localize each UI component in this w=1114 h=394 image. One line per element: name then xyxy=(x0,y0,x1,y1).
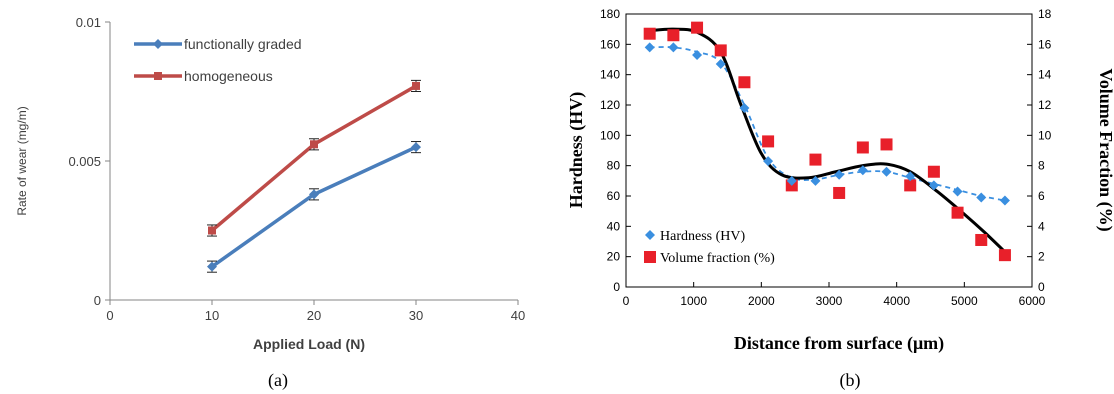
y-tick-label: 20 xyxy=(607,250,621,264)
y2-axis-title: Volume Fraction (%) xyxy=(1095,68,1114,231)
volume-data-point xyxy=(762,135,775,148)
y-axis-title: Hardness (HV) xyxy=(566,92,587,209)
volume-data-point xyxy=(714,44,727,57)
x-axis-title: Distance from surface (μm) xyxy=(734,333,944,354)
volume-data-point xyxy=(667,29,680,42)
x-tick-label: 10 xyxy=(205,308,219,323)
hardness-plot-area: 0 1000 2000 3000 4000 5000 6000020406080100120… xyxy=(566,7,1114,354)
y-tick-label: 0.01 xyxy=(76,15,101,30)
volume-data-point xyxy=(738,76,751,89)
wear-rate-chart: 0 10 20 30 40 0 0.005 0.01 Applied Load (N) Rate … xyxy=(15,15,525,391)
hardness-data-point xyxy=(644,42,655,53)
wear-plot-area: 0 10 20 30 40 0 0.005 0.01 Applied Load (N) Rate … xyxy=(15,15,525,352)
y-tick-label: 80 xyxy=(607,159,621,173)
x-axis-title: Applied Load (N) xyxy=(253,336,365,352)
x-tick-label: 0 xyxy=(623,294,630,308)
hardness-data-point xyxy=(692,49,703,60)
hardness-data-point xyxy=(668,42,679,53)
x-tick-label: 2000 xyxy=(748,294,775,308)
y-tick-label: 100 xyxy=(600,128,620,142)
y-tick-label: 60 xyxy=(607,189,621,203)
x-tick-label: 0 xyxy=(106,308,113,323)
volume-data-point xyxy=(951,206,964,219)
data-point xyxy=(207,261,217,272)
y-tick-label: 120 xyxy=(600,98,620,112)
data-point xyxy=(208,226,216,235)
legend-label-volume: Volume fraction (%) xyxy=(660,251,775,266)
legend-label-hardness: Hardness (HV) xyxy=(660,229,745,244)
legend-marker xyxy=(153,39,163,49)
y-tick-label: 140 xyxy=(600,68,620,82)
hardness-data-point xyxy=(763,156,774,167)
legend-label-1: functionally graded xyxy=(184,36,302,52)
hardness-data-point xyxy=(976,192,987,203)
volume-data-point xyxy=(975,233,988,246)
y2-tick-label: 4 xyxy=(1038,219,1045,233)
x-tick-label: 1000 xyxy=(680,294,707,308)
hardness-data-point xyxy=(999,195,1010,206)
y-axis-title: Rate of wear (mg/m) xyxy=(15,106,29,215)
hardness-volume-chart: 0 1000 2000 3000 4000 5000 6000020406080100120… xyxy=(566,7,1114,391)
y2-tick-label: 10 xyxy=(1038,128,1052,142)
x-tick-label: 4000 xyxy=(883,294,910,308)
y2-tick-label: 16 xyxy=(1038,37,1052,51)
y2-tick-label: 0 xyxy=(1038,280,1045,294)
panel-label-a: (a) xyxy=(268,370,288,391)
hardness-data-point xyxy=(857,165,868,176)
panel-label-b: (b) xyxy=(840,370,861,391)
x-tick-label: 3000 xyxy=(816,294,843,308)
y2-tick-label: 12 xyxy=(1038,98,1052,112)
data-point xyxy=(310,140,318,149)
legend-marker-volume xyxy=(644,251,656,263)
legend-marker-hardness xyxy=(645,230,655,240)
hardness-data-point xyxy=(739,103,750,114)
data-point xyxy=(411,142,421,153)
y-tick-label: 0.005 xyxy=(68,154,101,169)
volume-data-point xyxy=(998,249,1011,262)
volume-data-point xyxy=(833,186,846,199)
y-tick-label: 40 xyxy=(607,219,621,233)
volume-data-point xyxy=(927,165,940,178)
volume-trendline xyxy=(649,27,1010,257)
volume-data-point xyxy=(880,138,893,151)
data-point xyxy=(412,81,420,90)
hardness-data-point xyxy=(952,186,963,197)
y2-tick-label: 8 xyxy=(1038,159,1045,173)
hardness-data-point xyxy=(928,180,939,191)
legend-label-2: homogeneous xyxy=(184,68,273,84)
y2-tick-label: 18 xyxy=(1038,7,1052,21)
hardness-data-point xyxy=(786,175,797,186)
plot-frame xyxy=(625,13,1033,288)
volume-data-point xyxy=(856,141,869,154)
y-tick-label: 0 xyxy=(613,280,620,294)
y2-tick-label: 6 xyxy=(1038,189,1045,203)
volume-data-point xyxy=(691,21,704,34)
hardness-data-point xyxy=(905,171,916,182)
volume-data-point xyxy=(904,179,917,192)
hardness-data-point xyxy=(834,169,845,180)
data-point xyxy=(309,189,319,200)
x-tick-label: 20 xyxy=(307,308,321,323)
y-tick-label: 0 xyxy=(94,293,101,308)
series-line-2 xyxy=(210,84,417,232)
x-tick-label: 40 xyxy=(511,308,525,323)
x-tick-label: 5000 xyxy=(951,294,978,308)
y-tick-label: 160 xyxy=(600,37,620,51)
x-tick-label: 6000 xyxy=(1019,294,1046,308)
hardness-trendline xyxy=(649,46,1006,202)
volume-data-point xyxy=(643,27,656,40)
y-tick-label: 180 xyxy=(600,7,620,21)
legend-marker xyxy=(154,72,162,80)
hardness-data-point xyxy=(810,175,821,186)
volume-data-point xyxy=(809,153,822,166)
y2-tick-label: 14 xyxy=(1038,68,1052,82)
x-tick-label: 30 xyxy=(409,308,423,323)
hardness-data-point xyxy=(881,166,892,177)
hardness-data-point xyxy=(715,59,726,70)
y2-tick-label: 2 xyxy=(1038,250,1045,264)
